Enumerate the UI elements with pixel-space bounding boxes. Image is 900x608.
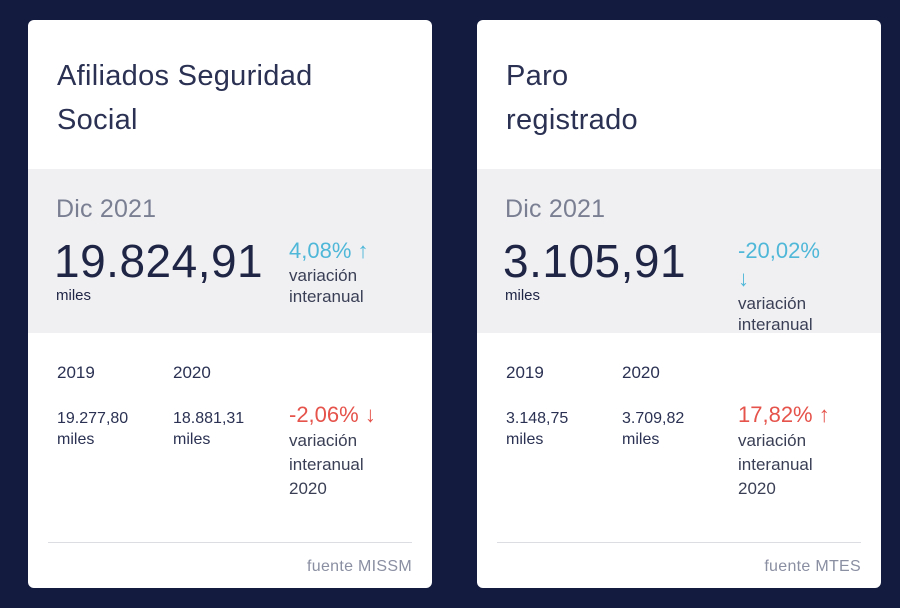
current-value: 3.105,91 [503, 235, 687, 287]
arrow-up-icon: ↑ [818, 402, 830, 427]
current-period-panel: Dic 2021 3.105,91 miles -20,02% ↓ variac… [477, 169, 881, 335]
variation-label-1: variación [738, 294, 807, 313]
year-2020-unit: miles [622, 431, 660, 448]
year-2019-unit: miles [506, 431, 544, 448]
history-label-2: interanual [289, 455, 364, 474]
current-variation: 4,08% ↑ variación interanual [289, 237, 409, 307]
variation-label-2: interanual [738, 315, 813, 334]
arrow-down-icon: ↓ [738, 266, 749, 291]
history-label-2: interanual [738, 455, 813, 474]
current-unit: miles [56, 287, 92, 304]
history-label-3: 2020 [738, 479, 776, 498]
year-2019-unit: miles [57, 431, 95, 448]
current-variation: -20,02% ↓ variación interanual [738, 237, 858, 335]
card-title-line2: registrado [506, 104, 638, 136]
year-2019-number: 19.277,80 [57, 410, 129, 427]
card-title-line1: Afiliados Seguridad [57, 60, 313, 92]
variation-label-2: interanual [289, 287, 364, 306]
history-label-1: variación [738, 431, 807, 450]
history-label-1: variación [289, 431, 358, 450]
year-2020-value: 18.881,31 miles [173, 408, 244, 450]
current-period-panel: Dic 2021 19.824,91 miles 4,08% ↑ variaci… [28, 169, 432, 333]
card-title-line2: Social [57, 104, 138, 136]
history-variation: 17,82% ↑ variación interanual 2020 [738, 401, 858, 501]
divider [48, 542, 412, 543]
variation-label-1: variación [289, 266, 358, 285]
year-2019: 2019 [506, 363, 544, 382]
year-2020-value: 3.709,82 miles [622, 408, 684, 450]
year-2019-value: 19.277,80 miles [57, 408, 128, 450]
variation-value: 4,08% ↑ [289, 237, 409, 265]
card-title: Paro registrado [506, 54, 846, 142]
arrow-down-icon: ↓ [364, 402, 376, 427]
year-2019: 2019 [57, 363, 95, 382]
history-panel: 2019 2020 19.277,80 miles 18.881,31 mile… [28, 333, 432, 533]
card-afiliados: Afiliados Seguridad Social Dic 2021 19.8… [28, 20, 432, 588]
history-label-3: 2020 [289, 479, 327, 498]
year-2019-number: 3.148,75 [506, 410, 569, 427]
current-value: 19.824,91 [54, 235, 264, 287]
divider [497, 542, 861, 543]
source-label: fuente MISSM [307, 558, 412, 575]
current-period: Dic 2021 [505, 195, 606, 223]
arrow-up-icon: ↑ [357, 238, 369, 263]
current-unit: miles [505, 287, 541, 304]
year-2019-value: 3.148,75 miles [506, 408, 568, 450]
history-variation-percent: 17,82% [738, 402, 813, 427]
history-variation-percent: -2,06% [289, 402, 359, 427]
variation-value: -20,02% ↓ [738, 237, 858, 293]
history-variation-value: -2,06% ↓ [289, 401, 409, 429]
variation-percent: 4,08% [289, 238, 352, 263]
card-title: Afiliados Seguridad Social [57, 54, 397, 142]
year-2020-number: 18.881,31 [173, 410, 245, 427]
current-period: Dic 2021 [56, 195, 157, 223]
history-variation: -2,06% ↓ variación interanual 2020 [289, 401, 409, 501]
year-2020-number: 3.709,82 [622, 410, 685, 427]
source-label: fuente MTES [764, 558, 861, 575]
variation-percent: -20,02% [738, 238, 820, 263]
history-panel: 2019 2020 3.148,75 miles 3.709,82 miles … [477, 333, 881, 533]
card-paro: Paro registrado Dic 2021 3.105,91 miles … [477, 20, 881, 588]
year-2020-unit: miles [173, 431, 211, 448]
year-2020: 2020 [173, 363, 211, 382]
history-variation-value: 17,82% ↑ [738, 401, 858, 429]
card-title-line1: Paro [506, 60, 569, 92]
year-2020: 2020 [622, 363, 660, 382]
